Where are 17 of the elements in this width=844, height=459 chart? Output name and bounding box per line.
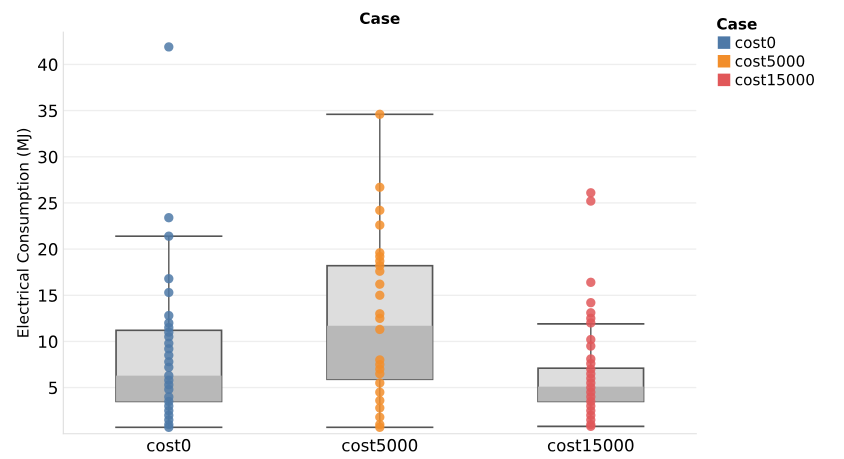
y-tick-label: 20 [38,243,58,256]
x-tick-label: cost5000 [342,438,418,452]
legend-label: cost15000 [736,74,814,86]
legend-title: Case [717,18,757,30]
y-tick-label: 10 [39,335,58,348]
y-axis-title: Electrical Consumption (MJ) [16,128,32,337]
legend-label: cost5000 [736,55,804,67]
legend-label: cost0 [736,36,776,48]
x-tick-label: cost15000 [548,438,634,452]
y-tick-label: 25 [38,196,57,210]
y-tick-label: 40 [38,58,58,72]
y-tick-label: 5 [49,382,57,394]
chart-title: Case [360,12,400,24]
y-tick-label: 15 [39,289,57,302]
y-tick-label: 30 [38,150,58,164]
y-tick-label: 35 [38,104,57,118]
x-tick-label: cost0 [147,438,190,452]
